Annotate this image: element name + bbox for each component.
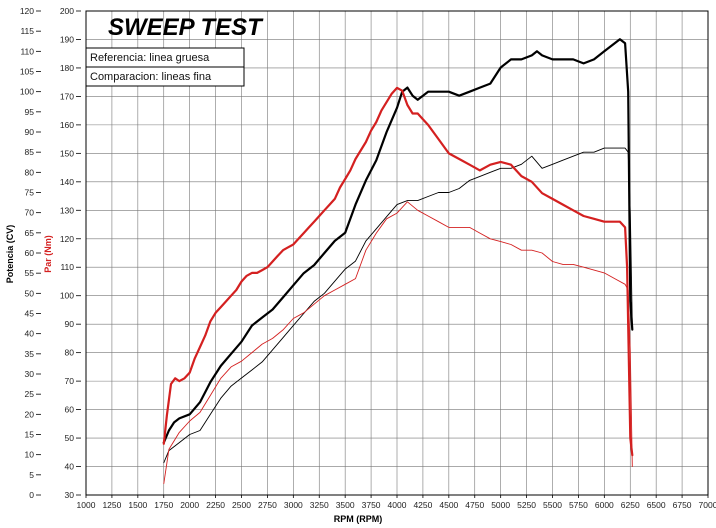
x-tick-label: 3750	[362, 500, 381, 510]
plot-frame	[85, 10, 709, 496]
torque-thick-line	[162, 86, 634, 457]
x-tick-label: 5000	[491, 500, 510, 510]
torque-tick-label: 140	[60, 177, 74, 187]
power-tick-label: 105	[20, 67, 34, 77]
torque-tick-label: 100	[60, 291, 74, 301]
chart-title: SWEEP TEST	[108, 14, 264, 41]
power-tick-label: 40	[25, 329, 35, 339]
x-tick-label: 4750	[465, 500, 484, 510]
x-tick-label: 6500	[647, 500, 666, 510]
chart-series	[162, 38, 634, 485]
torque-tick-label: 60	[65, 405, 75, 415]
x-tick-label: 3250	[310, 500, 329, 510]
power-thick-line	[162, 38, 634, 444]
power-tick-label: 115	[20, 26, 34, 36]
x-tick-label: 2250	[206, 500, 225, 510]
power-thin-line	[163, 147, 633, 464]
x-tick-label: 1000	[77, 500, 96, 510]
x-tick-label: 7000	[699, 500, 716, 510]
x-tick-label: 3000	[284, 500, 303, 510]
x-tick-label: 2000	[180, 500, 199, 510]
power-tick-label: 5	[29, 470, 34, 480]
x-tick-label: 2750	[258, 500, 277, 510]
torque-tick-label: 200	[60, 6, 74, 16]
x-tick-label: 3500	[336, 500, 355, 510]
torque-tick-label: 190	[60, 34, 74, 44]
torque-tick-label: 110	[60, 262, 74, 272]
x-tick-label: 1250	[102, 500, 121, 510]
x-tick-label: 4250	[413, 500, 432, 510]
power-tick-label: 25	[25, 389, 35, 399]
power-tick-label: 65	[25, 228, 35, 238]
torque-tick-label: 30	[65, 490, 75, 500]
power-tick-label: 60	[25, 248, 35, 258]
torque-thin-line	[163, 201, 633, 485]
torque-tick-label: 40	[65, 462, 75, 472]
power-tick-label: 10	[25, 450, 35, 460]
power-tick-label: 95	[25, 107, 35, 117]
power-axis-ticks: 0 5 10 15 20 25 30 35 40 45 50 55 60 65 70 75 80 85 90 95 10…	[20, 6, 41, 500]
legend-entry-reference: Referencia: linea gruesa	[90, 52, 210, 64]
power-axis-title: Potencia (CV)	[5, 225, 15, 284]
x-tick-label: 2500	[232, 500, 251, 510]
power-tick-label: 80	[25, 167, 35, 177]
x-tick-label: 5500	[543, 500, 562, 510]
power-tick-label: 100	[20, 87, 34, 97]
torque-tick-label: 180	[60, 63, 74, 73]
x-axis-title: RPM (RPM)	[334, 514, 383, 524]
power-tick-label: 75	[25, 188, 35, 198]
power-tick-label: 50	[25, 288, 35, 298]
power-tick-label: 120	[20, 6, 34, 16]
power-tick-label: 90	[25, 127, 35, 137]
x-axis-ticks: 1000 1250 1500 1750 2000 2250 2500 2750 3000 3250…	[77, 495, 716, 510]
power-tick-label: 45	[25, 309, 35, 319]
x-tick-label: 1500	[128, 500, 147, 510]
power-tick-label: 20	[25, 409, 35, 419]
power-tick-label: 0	[29, 490, 34, 500]
power-tick-label: 30	[25, 369, 35, 379]
power-tick-label: 55	[25, 268, 35, 278]
torque-tick-label: 120	[60, 234, 74, 244]
x-tick-label: 6750	[673, 500, 692, 510]
torque-tick-label: 80	[65, 348, 75, 358]
x-tick-label: 4500	[439, 500, 458, 510]
power-tick-label: 110	[20, 46, 34, 56]
torque-tick-label: 130	[60, 205, 74, 215]
torque-tick-label: 70	[65, 376, 75, 386]
torque-axis-ticks: 30 40 50 60 70 80 90 100 110 120 130 140 150 160 170 18…	[60, 6, 81, 500]
x-tick-label: 6250	[621, 500, 640, 510]
power-tick-label: 35	[25, 349, 35, 359]
torque-tick-label: 150	[60, 148, 74, 158]
x-tick-label: 5750	[569, 500, 588, 510]
x-tick-label: 6000	[595, 500, 614, 510]
x-tick-label: 1750	[154, 500, 173, 510]
torque-tick-label: 160	[60, 120, 74, 130]
power-tick-label: 85	[25, 147, 35, 157]
legend: Referencia: linea gruesa Comparacion: li…	[85, 47, 245, 87]
power-tick-label: 15	[25, 430, 35, 440]
x-tick-label: 5250	[517, 500, 536, 510]
torque-tick-label: 50	[65, 433, 75, 443]
legend-entry-comparison: Comparacion: lineas fina	[90, 71, 212, 83]
power-tick-label: 70	[25, 208, 35, 218]
torque-axis-title: Par (Nm)	[43, 235, 53, 273]
torque-tick-label: 170	[60, 91, 74, 101]
torque-tick-label: 90	[65, 319, 75, 329]
x-tick-label: 4000	[388, 500, 407, 510]
